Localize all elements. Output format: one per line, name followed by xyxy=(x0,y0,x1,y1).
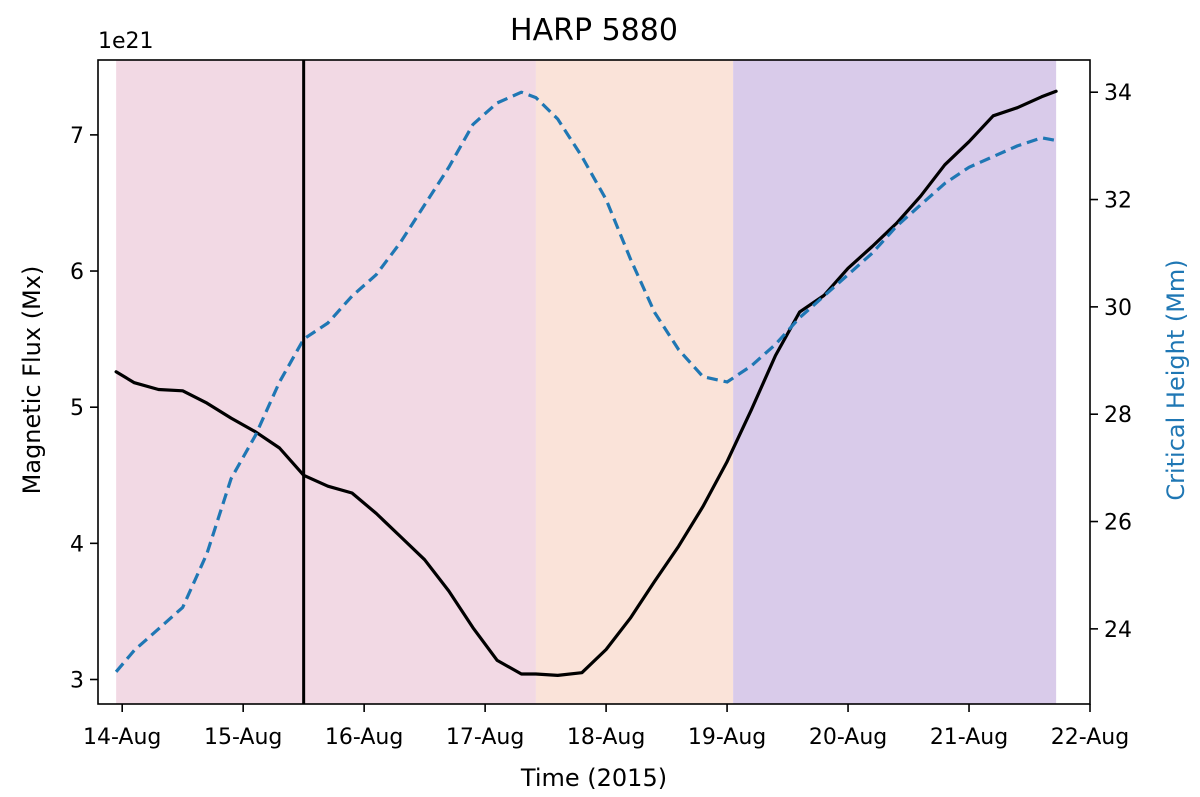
left-axis-offset: 1e21 xyxy=(98,29,154,54)
left-tick-label: 6 xyxy=(70,260,84,285)
x-tick-label: 18-Aug xyxy=(567,725,645,750)
phase-band-1 xyxy=(116,60,536,704)
x-tick-label: 15-Aug xyxy=(204,725,282,750)
left-tick-label: 4 xyxy=(70,532,84,557)
phase-backgrounds xyxy=(116,60,1056,704)
left-axis-label: Magnetic Flux (Mx) xyxy=(18,266,46,495)
chart-title: HARP 5880 xyxy=(510,13,678,48)
right-tick-label: 26 xyxy=(1104,511,1132,536)
left-axis-ticks: 3 4 5 6 7 xyxy=(70,124,98,694)
right-axis-label: Critical Height (Mm) xyxy=(1162,259,1190,500)
x-tick-label: 19-Aug xyxy=(688,725,766,750)
x-axis-ticks: 14-Aug 15-Aug 16-Aug 17-Aug 18-Aug 19-Aug 20-A… xyxy=(83,704,1129,750)
right-tick-label: 24 xyxy=(1104,618,1132,643)
x-tick-label: 21-Aug xyxy=(930,725,1008,750)
x-axis-label: Time (2015) xyxy=(520,764,667,792)
x-tick-label: 16-Aug xyxy=(325,725,403,750)
right-axis-ticks: 24 26 28 30 32 34 xyxy=(1090,81,1132,643)
phase-band-2 xyxy=(536,60,733,704)
x-tick-label: 17-Aug xyxy=(446,725,524,750)
phase-band-3 xyxy=(733,60,1056,704)
x-tick-label: 20-Aug xyxy=(809,725,887,750)
right-tick-label: 30 xyxy=(1104,296,1132,321)
right-tick-label: 28 xyxy=(1104,403,1132,428)
x-tick-label: 22-Aug xyxy=(1051,725,1129,750)
left-tick-label: 3 xyxy=(70,668,84,693)
left-tick-label: 7 xyxy=(70,124,84,149)
left-tick-label: 5 xyxy=(70,396,84,421)
right-tick-label: 32 xyxy=(1104,189,1132,214)
right-tick-label: 34 xyxy=(1104,81,1132,106)
x-tick-label: 14-Aug xyxy=(83,725,161,750)
